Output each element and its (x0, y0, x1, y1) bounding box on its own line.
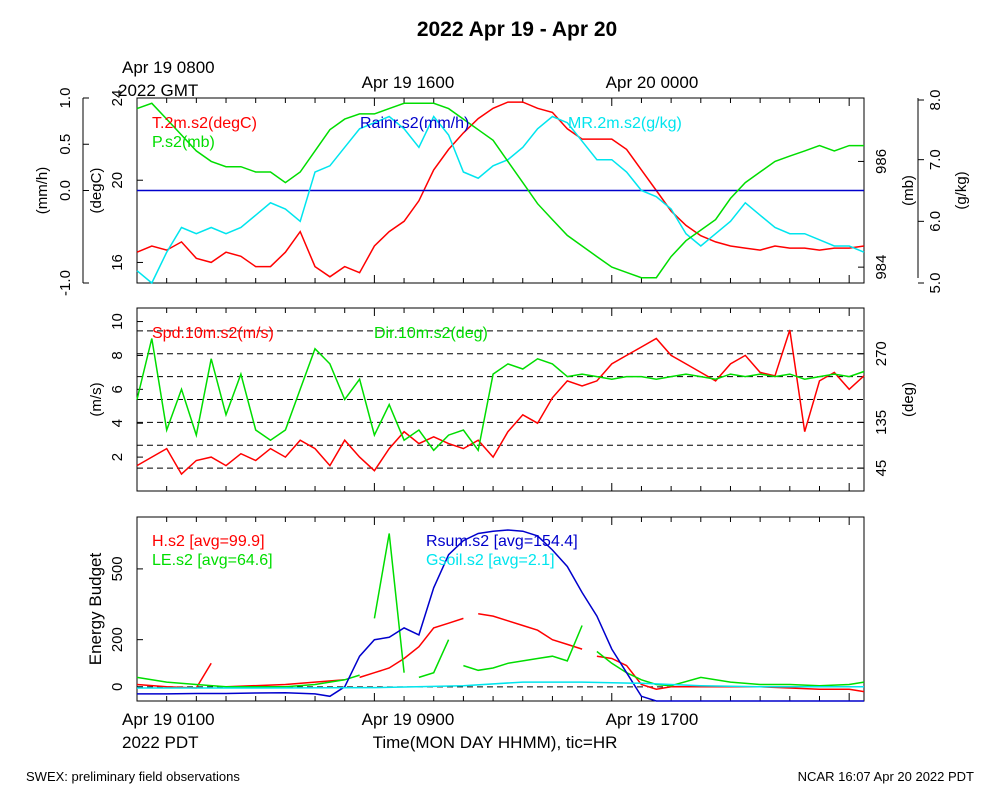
series-line-red (225, 679, 345, 688)
tick-label-energy: 500 (109, 556, 126, 581)
tick-label-degc: 16 (109, 254, 126, 271)
series-line-red (478, 612, 583, 650)
footer-left: SWEX: preliminary field observations (26, 769, 240, 784)
tick-label-mmh: 0.5 (57, 134, 74, 155)
tick-label-ms: 10 (109, 313, 126, 330)
tick-label-degc: 24 (109, 90, 126, 107)
axis-label-ms: (m/s) (88, 382, 105, 416)
tick-label-deg: 270 (873, 341, 890, 366)
tick-label-ms: 8 (109, 351, 126, 359)
legend-item: T.2m.s2(degC) (152, 115, 257, 132)
series-line-green (596, 650, 865, 687)
series-line-red (136, 101, 865, 278)
axis-label-degc: (degC) (88, 168, 105, 214)
top-time-left-2: 2022 GMT (118, 81, 198, 100)
tick-label-deg: 135 (873, 410, 890, 435)
wind-panel: 2 4 6 8 10 (m/s) 45 135 270 (deg) Spd.10m.s2(m/s) D… (88, 307, 917, 492)
series-line-red (596, 655, 865, 693)
tick-label-gkg: 8.0 (927, 90, 944, 111)
tick-label-ms: 6 (109, 385, 126, 393)
footer-right: NCAR 16:07 Apr 20 2022 PDT (798, 769, 974, 784)
legend-item: LE.s2 [avg=64.6] (152, 552, 273, 569)
meteorology-panel: -1.0 0.0 0.5 1.0 (mm/h) 16 20 24 (degC) 984 986 (mb… (34, 88, 970, 296)
series-line-blue (137, 529, 864, 702)
top-time-right: Apr 20 0000 (606, 73, 699, 92)
bottom-time-left-2: 2022 PDT (122, 733, 199, 752)
tick-label-ms: 2 (109, 453, 126, 461)
bottom-time-left-1: Apr 19 0100 (122, 710, 215, 729)
legend-item: H.s2 [avg=99.9] (152, 533, 265, 550)
top-time-left-1: Apr 19 0800 (122, 58, 215, 77)
tick-label-mb: 986 (873, 149, 890, 174)
panel-frame-2 (136, 516, 865, 702)
tick-label-mb: 984 (873, 255, 890, 280)
legend-item: Spd.10m.s2(m/s) (152, 325, 274, 342)
tick-label-degc: 20 (109, 172, 126, 189)
series-line-green (136, 338, 865, 453)
tick-label-gkg: 6.0 (927, 211, 944, 232)
legend-item: P.s2(mb) (152, 134, 215, 151)
tick-label-gkg: 5.0 (927, 273, 944, 294)
series-line-green (418, 639, 450, 679)
series-line-green (136, 102, 864, 279)
axis-label-energy: Energy Budget (86, 552, 105, 665)
axis-label-mb: (mb) (900, 175, 917, 206)
series-line-cyan (137, 681, 864, 689)
series-line-red (136, 329, 865, 476)
series-line-red (359, 617, 464, 679)
legend-item: Gsoil.s2 [avg=2.1] (426, 552, 555, 569)
series-line-green (373, 533, 405, 673)
bottom-time-right: Apr 19 1700 (606, 710, 699, 729)
x-axis-label: Time(MON DAY HHMM), tic=HR (373, 733, 618, 752)
top-time-mid: Apr 19 1600 (362, 73, 455, 92)
axis-label-mmh: (mm/h) (34, 167, 51, 215)
tick-label-gkg: 7.0 (927, 149, 944, 170)
bottom-time-mid: Apr 19 0900 (362, 710, 455, 729)
series-line-green (463, 625, 583, 672)
legend-item: Dir.10m.s2(deg) (374, 325, 488, 342)
tick-label-mmh: -1.0 (57, 270, 74, 296)
axis-label-deg: (deg) (900, 382, 917, 417)
tick-label-mmh: 1.0 (57, 88, 74, 109)
series-line-green (136, 674, 360, 688)
chart-title: 2022 Apr 19 - Apr 20 (417, 18, 617, 41)
tick-label-energy: 0 (109, 683, 126, 691)
axis-label-gkg: (g/kg) (953, 171, 970, 209)
legend-item: MR.2m.s2(g/kg) (568, 115, 682, 132)
series-line-cyan (136, 115, 865, 285)
legend-item: Rainr.s2(mm/h) (360, 115, 469, 132)
tick-label-mmh: 0.0 (57, 180, 74, 201)
tick-label-energy: 200 (109, 627, 126, 652)
legend-item: Rsum.s2 [avg=154.4] (426, 533, 578, 550)
tick-label-deg: 45 (873, 460, 890, 477)
tick-label-ms: 4 (109, 419, 126, 427)
